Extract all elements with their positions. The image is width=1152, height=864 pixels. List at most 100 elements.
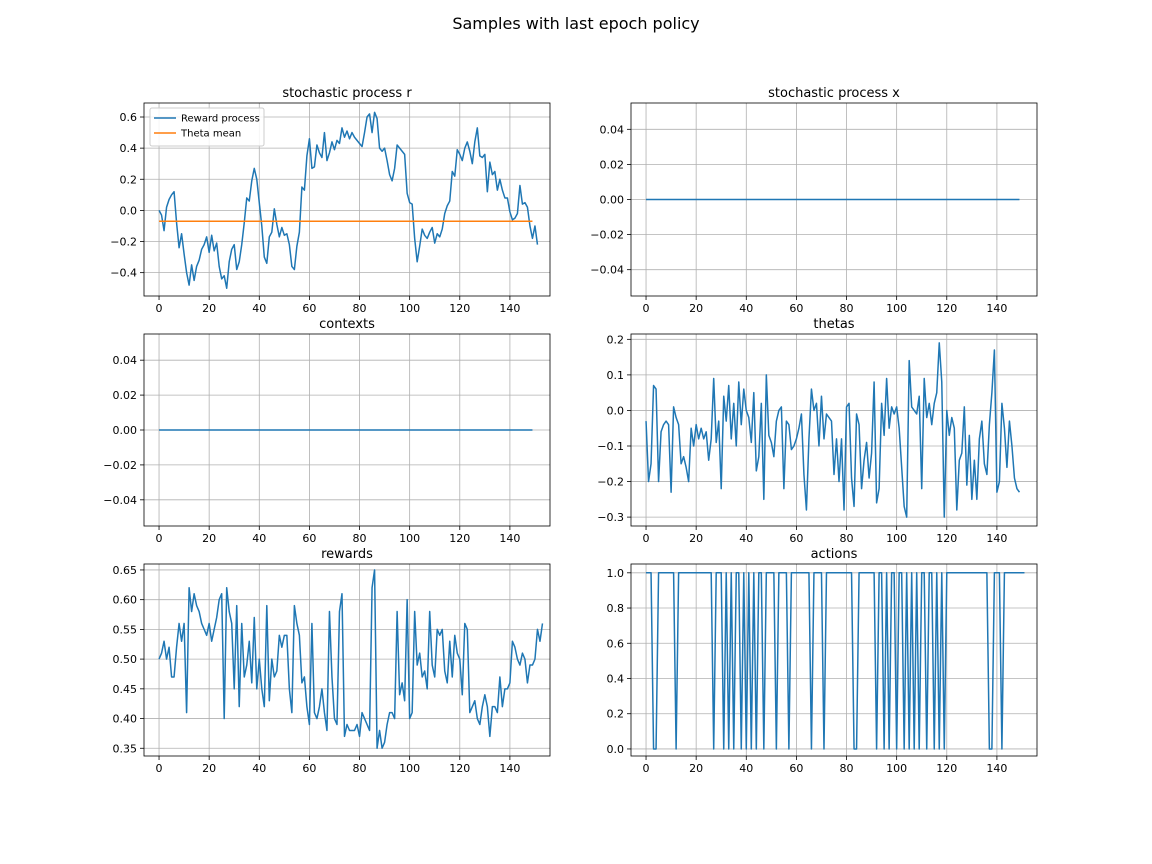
stochastic-process-r-legend: Reward process Theta mean bbox=[149, 107, 265, 147]
contexts-xtick-label-6: 120 bbox=[449, 532, 470, 545]
thetas-series-line-0 bbox=[645, 342, 1021, 518]
stochastic-process-r-xtick-label-4: 80 bbox=[353, 302, 367, 315]
rewards-ytick-label-2: 0.45 bbox=[113, 683, 138, 696]
subplot-actions: 0 20 40 60 80 100 120 140 0.0 0.2 0.4 0.6 0.8 1.0 acti… bbox=[607, 547, 1038, 775]
contexts-xtick-label-1: 20 bbox=[202, 532, 216, 545]
actions-ytick-label-4: 0.8 bbox=[607, 602, 625, 615]
stochastic-process-x-xtick-label-7: 140 bbox=[986, 302, 1007, 315]
rewards-ytick-label-6: 0.65 bbox=[113, 564, 138, 577]
rewards-xtick-label-6: 120 bbox=[449, 762, 470, 775]
contexts-xtick-label-3: 60 bbox=[302, 532, 316, 545]
actions-xtick-label-6: 120 bbox=[936, 762, 957, 775]
stochastic-process-r-ytick-label-1: −0.2 bbox=[110, 236, 137, 249]
stochastic-process-r-ytick-label-3: 0.2 bbox=[120, 173, 138, 186]
contexts-ytick-label-2: 0.00 bbox=[113, 424, 138, 437]
thetas-xtick-label-1: 20 bbox=[689, 532, 703, 545]
contexts-xtick-label-7: 140 bbox=[499, 532, 520, 545]
stochastic-process-x-xtick-label-6: 120 bbox=[936, 302, 957, 315]
thetas-ytick-label-0: −0.3 bbox=[597, 511, 624, 524]
subplot-rewards: 0 20 40 60 80 100 120 140 0.35 0.40 0.45 0.50 0.55 0.… bbox=[113, 547, 551, 775]
thetas-xtick-label-7: 140 bbox=[986, 532, 1007, 545]
thetas-ytick-label-4: 0.1 bbox=[607, 369, 625, 382]
subplot-stochastic-process-r: 0 20 40 60 80 100 120 140 −0.4 −0.2 0.0 0.2 0.4 0.6 st… bbox=[110, 86, 551, 315]
contexts-ytick-label-4: 0.04 bbox=[113, 354, 138, 367]
actions-ytick-label-2: 0.4 bbox=[607, 672, 625, 685]
contexts-ytick-label-1: −0.02 bbox=[103, 459, 137, 472]
rewards-ytick-label-5: 0.60 bbox=[113, 594, 138, 607]
actions-series-line-0 bbox=[646, 572, 1025, 750]
actions-xtick-label-1: 20 bbox=[689, 762, 703, 775]
rewards-ytick-label-1: 0.40 bbox=[113, 713, 138, 726]
contexts-xtick-label-4: 80 bbox=[353, 532, 367, 545]
rewards-title: rewards bbox=[321, 547, 373, 562]
stochastic-process-r-ytick-label-4: 0.4 bbox=[120, 142, 138, 155]
actions-ytick-label-1: 0.2 bbox=[607, 708, 625, 721]
thetas-xtick-label-2: 40 bbox=[739, 532, 753, 545]
stochastic-process-x-ytick-label-2: 0.00 bbox=[600, 194, 625, 207]
subplot-thetas: 0 20 40 60 80 100 120 140 −0.3 −0.2 −0.1 0.0 0.1 0.2 t… bbox=[597, 317, 1038, 545]
rewards-xtick-label-1: 20 bbox=[202, 762, 216, 775]
thetas-ytick-label-1: −0.2 bbox=[597, 476, 624, 489]
actions-xtick-label-7: 140 bbox=[986, 762, 1007, 775]
actions-xtick-label-4: 80 bbox=[840, 762, 854, 775]
stochastic-process-r-legend-box bbox=[149, 107, 265, 147]
stochastic-process-r-ytick-label-5: 0.6 bbox=[120, 111, 138, 124]
stochastic-process-r-ytick-label-2: 0.0 bbox=[120, 204, 138, 217]
stochastic-process-x-ytick-label-0: −0.04 bbox=[590, 264, 624, 277]
contexts-ytick-label-0: −0.04 bbox=[103, 494, 137, 507]
stochastic-process-x-xtick-label-4: 80 bbox=[840, 302, 854, 315]
thetas-ytick-label-5: 0.2 bbox=[607, 333, 625, 346]
thetas-title: thetas bbox=[813, 317, 854, 332]
rewards-xtick-label-7: 140 bbox=[499, 762, 520, 775]
contexts-title: contexts bbox=[319, 317, 375, 332]
stochastic-process-r-xtick-label-5: 100 bbox=[399, 302, 420, 315]
stochastic-process-r-series-line-0 bbox=[158, 111, 539, 289]
contexts-xtick-label-2: 40 bbox=[252, 532, 266, 545]
rewards-xtick-label-2: 40 bbox=[252, 762, 266, 775]
rewards-axes-frame bbox=[143, 563, 551, 757]
thetas-xtick-label-4: 80 bbox=[840, 532, 854, 545]
contexts-ytick-label-3: 0.02 bbox=[113, 389, 138, 402]
stochastic-process-x-xtick-label-5: 100 bbox=[886, 302, 907, 315]
stochastic-process-x-xtick-label-3: 60 bbox=[789, 302, 803, 315]
rewards-xtick-label-5: 100 bbox=[399, 762, 420, 775]
actions-ytick-label-5: 1.0 bbox=[607, 567, 625, 580]
contexts-xtick-label-0: 0 bbox=[156, 532, 163, 545]
thetas-xtick-label-3: 60 bbox=[789, 532, 803, 545]
subplot-contexts: 0 20 40 60 80 100 120 140 −0.04 −0.02 0.00 0.02 0.04… bbox=[103, 317, 551, 545]
stochastic-process-x-ytick-label-4: 0.04 bbox=[600, 123, 625, 136]
actions-xtick-label-5: 100 bbox=[886, 762, 907, 775]
stochastic-process-x-title: stochastic process x bbox=[768, 86, 900, 101]
rewards-xtick-label-0: 0 bbox=[156, 762, 163, 775]
actions-title: actions bbox=[811, 547, 858, 562]
stochastic-process-r-ytick-label-0: −0.4 bbox=[110, 267, 137, 280]
actions-xtick-label-0: 0 bbox=[643, 762, 650, 775]
stochastic-process-x-xtick-label-2: 40 bbox=[739, 302, 753, 315]
actions-xtick-label-3: 60 bbox=[789, 762, 803, 775]
stochastic-process-r-title: stochastic process r bbox=[282, 86, 412, 101]
stochastic-process-r-xtick-label-0: 0 bbox=[156, 302, 163, 315]
thetas-ytick-label-2: −0.1 bbox=[597, 440, 624, 453]
rewards-ytick-label-4: 0.55 bbox=[113, 623, 138, 636]
actions-ytick-label-0: 0.0 bbox=[607, 743, 625, 756]
stochastic-process-x-xtick-label-0: 0 bbox=[643, 302, 650, 315]
stochastic-process-r-xtick-label-1: 20 bbox=[202, 302, 216, 315]
thetas-xtick-label-6: 120 bbox=[936, 532, 957, 545]
stochastic-process-r-xtick-label-6: 120 bbox=[449, 302, 470, 315]
rewards-series-line-0 bbox=[158, 569, 544, 750]
thetas-xtick-label-5: 100 bbox=[886, 532, 907, 545]
rewards-xtick-label-4: 80 bbox=[353, 762, 367, 775]
rewards-ytick-label-3: 0.50 bbox=[113, 653, 138, 666]
figure-suptitle: Samples with last epoch policy bbox=[452, 14, 699, 33]
stochastic-process-r-xtick-label-3: 60 bbox=[302, 302, 316, 315]
stochastic-process-r-axes-frame bbox=[143, 102, 551, 297]
actions-axes-frame bbox=[630, 563, 1038, 757]
stochastic-process-x-ytick-label-1: −0.02 bbox=[590, 229, 624, 242]
stochastic-process-r-legend-label-0: Reward process bbox=[181, 114, 260, 125]
actions-xtick-label-2: 40 bbox=[739, 762, 753, 775]
stochastic-process-r-xtick-label-2: 40 bbox=[252, 302, 266, 315]
thetas-xtick-label-0: 0 bbox=[643, 532, 650, 545]
rewards-ytick-label-0: 0.35 bbox=[113, 742, 138, 755]
actions-ytick-label-3: 0.6 bbox=[607, 637, 625, 650]
